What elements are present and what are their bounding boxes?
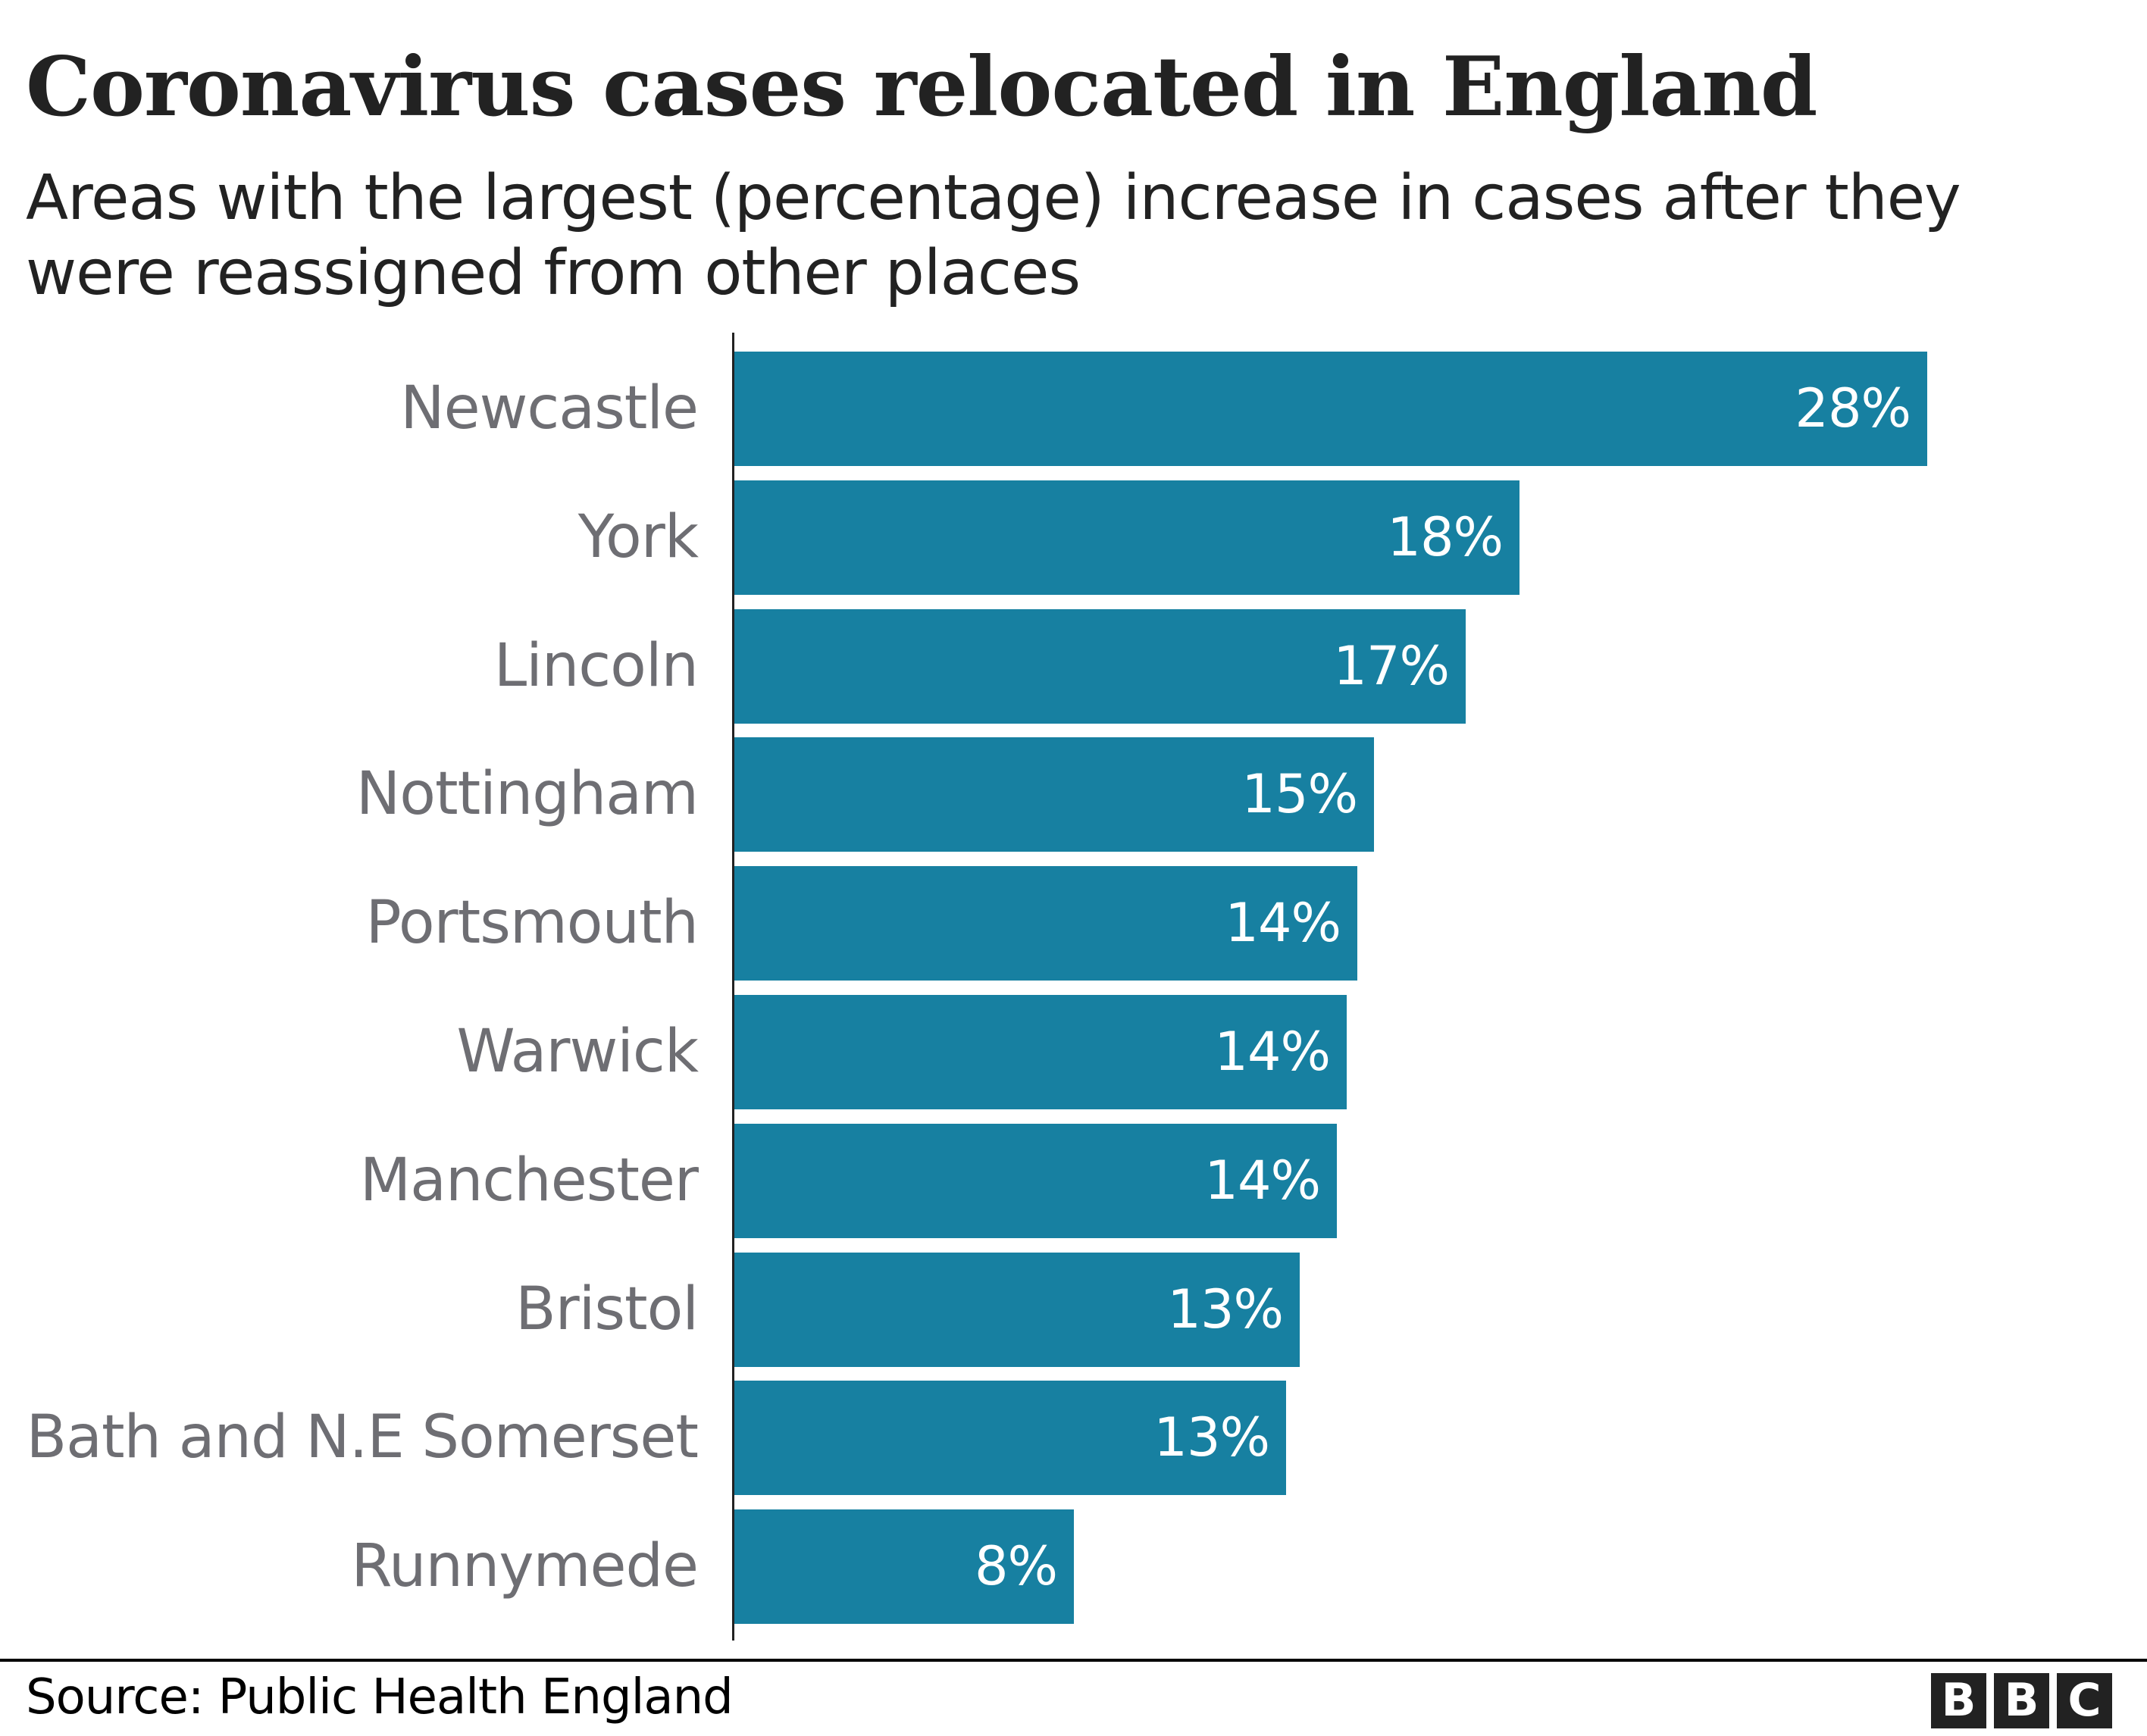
category-label: Runnymede (351, 1532, 699, 1601)
bar-row: York 18% (0, 480, 2147, 595)
bar-row: Newcastle 28% (0, 352, 2147, 466)
bar-value-label: 14% (1204, 1149, 1321, 1212)
bar-row: Lincoln 17% (0, 608, 2147, 724)
chart-subtitle: Areas with the largest (percentage) incr… (26, 162, 1961, 309)
bar-row: Bristol 13% (0, 1252, 2147, 1367)
category-label: Lincoln (493, 631, 699, 700)
bbc-logo-letter: B (1931, 1673, 1986, 1728)
bar: 15% (734, 737, 1374, 852)
bar: 8% (734, 1509, 1074, 1625)
y-axis-line (732, 333, 734, 1641)
bar-value-label: 18% (1387, 505, 1504, 568)
bbc-logo-letter: C (2057, 1673, 2112, 1728)
category-label: York (577, 502, 699, 571)
bbc-logo-letter: B (1994, 1673, 2049, 1728)
bar-value-label: 14% (1225, 892, 1341, 955)
bar-row: Manchester 14% (0, 1123, 2147, 1238)
category-label: Bath and N.E Somerset (26, 1403, 699, 1472)
bar: 13% (734, 1252, 1300, 1367)
category-label: Bristol (515, 1275, 699, 1343)
bar-row: Portsmouth 14% (0, 866, 2147, 981)
bar-value-label: 13% (1153, 1406, 1270, 1469)
category-label: Nottingham (355, 760, 699, 829)
bar: 17% (734, 608, 1466, 724)
bar: 14% (734, 1123, 1337, 1238)
bar: 18% (734, 480, 1519, 595)
bar-value-label: 13% (1167, 1278, 1284, 1340)
bar-value-label: 17% (1333, 634, 1450, 697)
bar: 13% (734, 1381, 1286, 1496)
bar-row: Warwick 14% (0, 995, 2147, 1109)
chart-title: Coronavirus cases relocated in England (26, 39, 1817, 135)
bar: 28% (734, 352, 1927, 466)
footer-divider (0, 1659, 2147, 1662)
bar: 14% (734, 995, 1347, 1109)
bar-value-label: 14% (1214, 1021, 1331, 1083)
category-label: Portsmouth (365, 889, 699, 958)
bar-value-label: 8% (974, 1535, 1058, 1598)
source-note: Source: Public Health England (26, 1669, 734, 1725)
bbc-logo: B B C (1931, 1673, 2112, 1728)
category-label: Newcastle (400, 374, 699, 443)
category-label: Warwick (456, 1018, 699, 1086)
category-label: Manchester (359, 1146, 699, 1215)
bar-row: Bath and N.E Somerset 13% (0, 1381, 2147, 1496)
bar-value-label: 15% (1241, 763, 1358, 826)
bar: 14% (734, 866, 1357, 981)
bar-row: Runnymede 8% (0, 1509, 2147, 1625)
bar-row: Nottingham 15% (0, 737, 2147, 852)
bar-value-label: 28% (1795, 377, 1911, 439)
